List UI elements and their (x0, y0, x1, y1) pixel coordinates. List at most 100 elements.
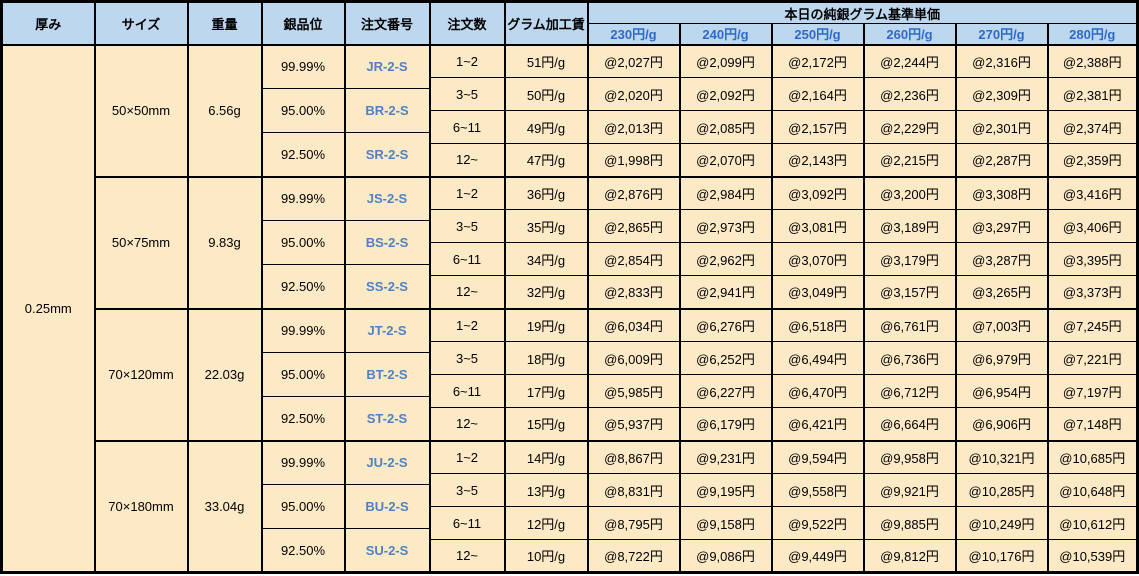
header-gram-fee: グラム加工賃 (503, 1, 589, 45)
price-cell: @2,020円 (586, 77, 681, 111)
price-cell: @1,998円 (586, 143, 681, 177)
price-cell: @8,831円 (586, 473, 681, 507)
order-qty-cell: 1~2 (428, 307, 506, 342)
order-qty-cell: 12~ (428, 275, 506, 309)
price-cell: @3,265円 (954, 275, 1049, 309)
price-cell: @3,081円 (770, 209, 865, 243)
price-cell: @6,664円 (862, 407, 957, 441)
price-cell: @6,421円 (770, 407, 865, 441)
table-subrow: 12~ 10円/g @8,722円 @9,086円 @9,449円 @9,812円 @10,… (2, 539, 1139, 573)
purity-cell: 99.99% (260, 175, 346, 221)
price-cell: @9,885円 (862, 506, 957, 540)
price-cell: @5,985円 (586, 374, 681, 408)
order-number-cell: ST-2-S (343, 396, 431, 441)
price-cell: @2,374円 (1046, 110, 1139, 144)
price-cell: @2,070円 (678, 143, 773, 177)
price-cell: @3,416円 (1046, 175, 1139, 210)
purity-cell: 95.00% (260, 88, 346, 133)
price-cell: @2,099円 (678, 43, 773, 78)
size-cell: 50×50mm (93, 43, 189, 177)
table-subrow: 92.50% ST-2-S (2, 396, 1138, 441)
price-cell: @8,795円 (586, 506, 681, 540)
price-cell: @6,761円 (862, 307, 957, 342)
order-qty-cell: 6~11 (428, 374, 506, 408)
price-cell: @2,359円 (1046, 143, 1139, 177)
price-cell: @6,906円 (954, 407, 1049, 441)
order-qty-cell: 6~11 (428, 110, 506, 144)
order-qty-cell: 1~2 (428, 175, 506, 210)
price-cell: @2,236円 (862, 77, 957, 111)
gram-fee-cell: 14円/g (503, 439, 589, 474)
price-cell: @2,316円 (954, 43, 1049, 78)
table-subrow: 95.00% BT-2-S (2, 352, 1138, 397)
order-number-cell: JR-2-S (343, 43, 431, 89)
price-cell: @2,984円 (678, 175, 773, 210)
price-cell: @2,229円 (862, 110, 957, 144)
price-cell: @9,231円 (678, 439, 773, 474)
order-number-cell: JU-2-S (343, 439, 431, 485)
price-cell: @3,157円 (862, 275, 957, 309)
header-base-price-1: 240円/g (678, 23, 773, 45)
price-cell: @9,958円 (862, 439, 957, 474)
header-base-price-4: 270円/g (954, 23, 1049, 45)
header-thickness: 厚み (0, 1, 96, 45)
price-cell: @2,388円 (1046, 43, 1139, 78)
table-subrow: 6~11 49円/g @2,013円 @2,085円 @2,157円 @2,229円 @2,… (2, 110, 1139, 144)
price-cell: @2,973円 (678, 209, 773, 243)
price-cell: @10,685円 (1046, 439, 1139, 474)
gram-fee-cell: 10円/g (503, 539, 589, 573)
table-subrow: 95.00% BS-2-S (2, 220, 1138, 265)
table-subrow: 3~5 18円/g @6,009円 @6,252円 @6,494円 @6,736円 @6,9… (2, 341, 1139, 375)
price-cell: @9,558円 (770, 473, 865, 507)
table-header: 厚み サイズ 重量 銀品位 注文番号 注文数 グラム加工賃 本日の純銀グラム基準… (0, 1, 1139, 45)
price-cell: @3,395円 (1046, 242, 1139, 276)
gram-fee-cell: 51円/g (503, 43, 589, 78)
price-cell: @9,594円 (770, 439, 865, 474)
purity-cell: 92.50% (260, 396, 346, 441)
table-subrow: 3~5 13円/g @8,831円 @9,195円 @9,558円 @9,921円 @10,… (2, 473, 1139, 507)
price-cell: @7,245円 (1046, 307, 1139, 342)
price-cell: @6,276円 (678, 307, 773, 342)
table-subrow: 50×75mm 9.83g 99.99% JS-2-S 1~2 36円/g @2,876円 @… (2, 175, 1139, 309)
price-cell: @7,148円 (1046, 407, 1139, 441)
price-cell: @2,157円 (770, 110, 865, 144)
table-subrow: 92.50% SU-2-S (2, 528, 1138, 573)
order-number-cell: SU-2-S (343, 528, 431, 573)
price-cell: @2,172円 (770, 43, 865, 78)
order-number-cell: SR-2-S (343, 132, 431, 177)
price-cell: @6,034円 (586, 307, 681, 342)
size-cell: 50×75mm (93, 175, 189, 309)
price-cell: @6,736円 (862, 341, 957, 375)
price-cell: @8,722円 (586, 539, 681, 573)
header-order-number: 注文番号 (343, 1, 431, 45)
order-number-cell: BU-2-S (343, 484, 431, 529)
price-cell: @2,143円 (770, 143, 865, 177)
purity-cell: 92.50% (260, 264, 346, 309)
price-cell: @3,373円 (1046, 275, 1139, 309)
price-cell: @2,027円 (586, 43, 681, 78)
price-cell: @2,287円 (954, 143, 1049, 177)
size-cell: 70×180mm (93, 439, 189, 573)
order-qty-cell: 1~2 (428, 439, 506, 474)
header-purity: 銀品位 (260, 1, 346, 45)
purity-cell: 92.50% (260, 132, 346, 177)
gram-fee-cell: 15円/g (503, 407, 589, 441)
price-cell: @8,867円 (586, 439, 681, 474)
order-qty-cell: 12~ (428, 539, 506, 573)
price-cell: @3,070円 (770, 242, 865, 276)
table-subrow: 12~ 15円/g @5,937円 @6,179円 @6,421円 @6,664円 @6,9… (2, 407, 1139, 441)
price-cell: @2,092円 (678, 77, 773, 111)
price-cell: @3,179円 (862, 242, 957, 276)
order-qty-cell: 1~2 (428, 43, 506, 78)
price-cell: @10,648円 (1046, 473, 1139, 507)
purity-cell: 95.00% (260, 220, 346, 265)
table-subrow: 95.00% BR-2-S (2, 88, 1138, 133)
header-base-price-2: 250円/g (770, 23, 865, 45)
gram-fee-cell: 50円/g (503, 77, 589, 111)
price-cell: @6,470円 (770, 374, 865, 408)
purity-cell: 99.99% (260, 439, 346, 485)
purity-cell: 99.99% (260, 307, 346, 353)
order-number-cell: BR-2-S (343, 88, 431, 133)
